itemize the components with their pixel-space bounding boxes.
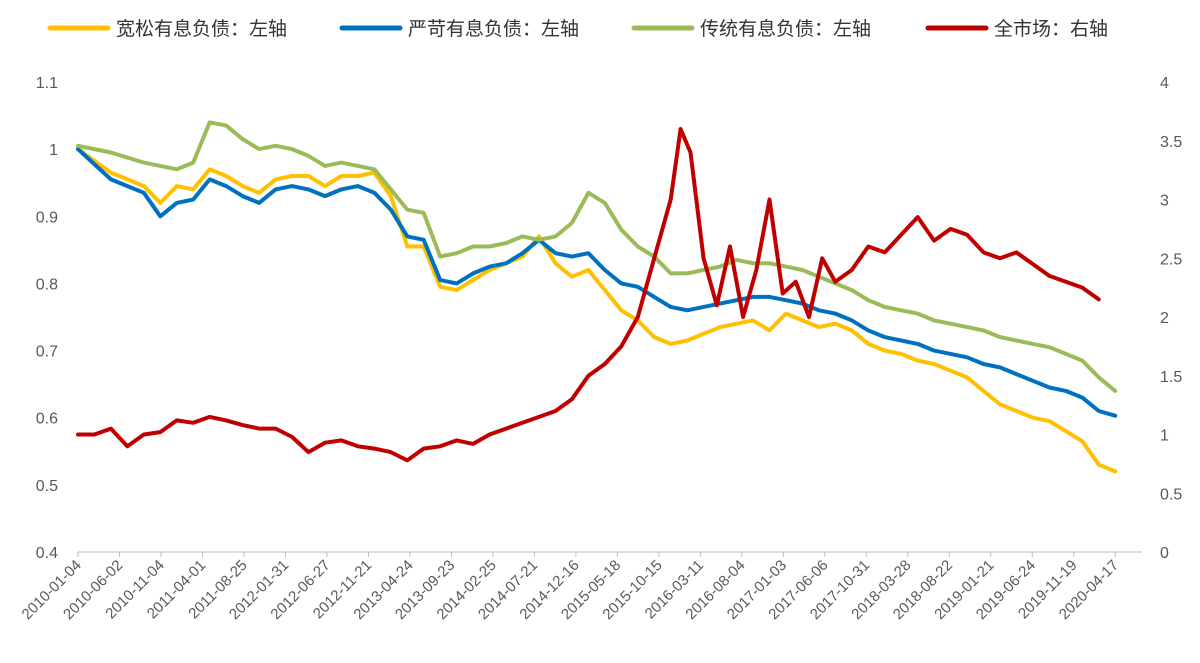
y-left-tick-label: 0.7 <box>36 344 58 361</box>
y-right-tick-label: 3 <box>1160 193 1169 210</box>
x-axis: 2010-01-042010-06-022010-11-042011-04-01… <box>19 552 1122 623</box>
legend-label-2: 传统有息负债：左轴 <box>700 18 871 40</box>
series-line-0 <box>76 147 1118 474</box>
y-left-tick-label: 0.8 <box>36 276 58 293</box>
y-axis-right: 0 0.5 1 1.5 2 2.5 3 3.5 4 <box>1160 75 1182 562</box>
series-line-2 <box>76 120 1118 393</box>
y-left-tick-label: 0.4 <box>36 545 58 562</box>
legend: 宽松有息负债：左轴 严苛有息负债：左轴 传统有息负债：左轴 全市场：右轴 <box>47 18 1108 40</box>
series-line-1 <box>76 147 1118 418</box>
y-right-tick-label: 0.5 <box>1160 486 1182 503</box>
series-line-3 <box>76 127 1101 463</box>
y-left-tick-label: 0.6 <box>36 411 58 428</box>
y-right-tick-label: 1.5 <box>1160 369 1182 386</box>
y-right-tick-label: 1 <box>1160 428 1169 445</box>
y-left-tick-label: 1 <box>49 142 58 159</box>
y-axis-left: 0.4 0.5 0.6 0.7 0.8 0.9 1 1.1 <box>36 75 58 562</box>
y-right-tick-label: 2 <box>1160 310 1169 327</box>
series-group <box>76 120 1118 474</box>
y-left-tick-label: 0.9 <box>36 209 58 226</box>
y-right-tick-label: 4 <box>1160 75 1169 92</box>
legend-label-3: 全市场：右轴 <box>994 18 1108 40</box>
legend-label-1: 严苛有息负债：左轴 <box>408 18 579 40</box>
y-left-tick-label: 0.5 <box>36 478 58 495</box>
y-right-tick-label: 3.5 <box>1160 134 1182 151</box>
y-right-tick-label: 0 <box>1160 545 1169 562</box>
legend-label-0: 宽松有息负债：左轴 <box>116 18 287 40</box>
y-left-tick-label: 1.1 <box>36 75 58 92</box>
y-right-tick-label: 2.5 <box>1160 251 1182 268</box>
